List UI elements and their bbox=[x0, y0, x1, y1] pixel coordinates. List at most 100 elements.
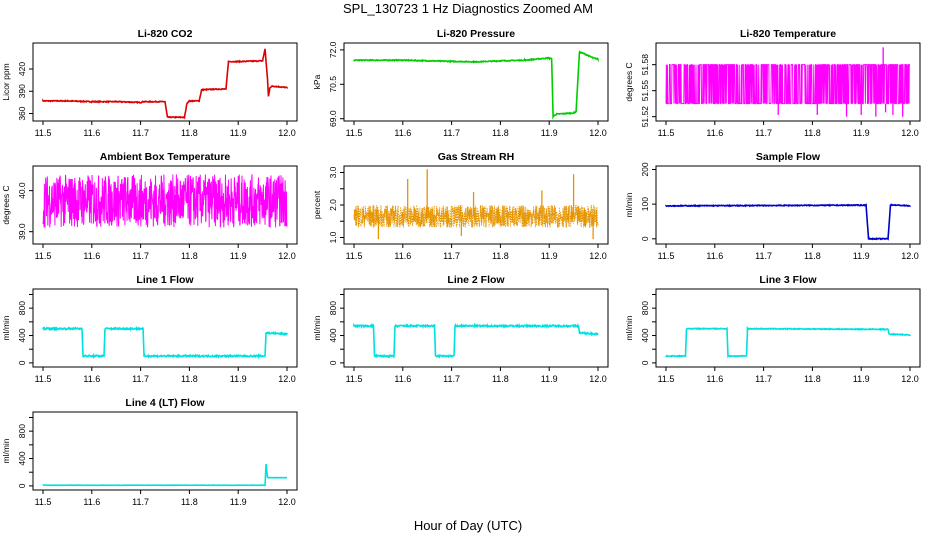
data-series-line bbox=[42, 174, 288, 228]
x-tick-label: 11.6 bbox=[394, 374, 411, 384]
x-tick-label: 12.0 bbox=[901, 251, 919, 261]
y-axis-label: ml/min bbox=[624, 315, 634, 340]
data-series-line bbox=[665, 203, 911, 241]
panel-title: Gas Stream RH bbox=[438, 151, 514, 163]
data-series-line bbox=[665, 64, 910, 105]
x-axis-caption: Hour of Day (UTC) bbox=[413, 518, 523, 533]
x-tick-label: 11.9 bbox=[541, 374, 558, 384]
chart-panel: Li-820 CO2 Licor ppm 360 390 420 11.5 11.6 11.7… bbox=[1, 28, 298, 138]
x-tick-label: 11.5 bbox=[346, 374, 363, 384]
x-tick-label: 11.5 bbox=[658, 374, 675, 384]
panel-title: Ambient Box Temperature bbox=[100, 151, 231, 163]
y-tick-label: 400 bbox=[17, 451, 27, 465]
x-tick-label: 11.6 bbox=[83, 374, 100, 384]
y-tick-label: 0 bbox=[17, 360, 27, 365]
y-tick-label: 390 bbox=[17, 84, 27, 98]
x-tick-label: 11.7 bbox=[443, 374, 460, 384]
y-tick-label: 0 bbox=[640, 360, 650, 365]
plot-area bbox=[42, 463, 288, 487]
x-tick-label: 11.8 bbox=[804, 251, 821, 261]
x-tick-label: 11.6 bbox=[706, 128, 723, 138]
x-tick-label: 11.8 bbox=[804, 128, 821, 138]
plot-frame bbox=[32, 288, 298, 368]
x-tick-label: 12.0 bbox=[278, 497, 296, 507]
y-axis-label: Licor ppm bbox=[1, 63, 11, 100]
x-tick-label: 11.9 bbox=[541, 128, 558, 138]
x-tick-label: 11.8 bbox=[181, 497, 198, 507]
x-tick-label: 11.5 bbox=[35, 251, 52, 261]
x-tick-label: 11.9 bbox=[230, 128, 247, 138]
y-tick-label: 72.0 bbox=[328, 41, 338, 58]
x-tick-label: 11.6 bbox=[83, 251, 100, 261]
x-tick-label: 11.7 bbox=[132, 374, 149, 384]
x-tick-label: 11.9 bbox=[853, 128, 870, 138]
plot-frame bbox=[343, 165, 609, 245]
y-tick-label: 420 bbox=[17, 62, 27, 76]
chart-panel: Line 4 (LT) Flow ml/min 0 400 800 11.5 11.6 11.… bbox=[1, 397, 298, 507]
x-tick-label: 11.7 bbox=[132, 497, 149, 507]
x-tick-label: 11.5 bbox=[658, 128, 675, 138]
x-tick-label: 12.0 bbox=[278, 374, 296, 384]
plot-frame bbox=[32, 42, 298, 122]
y-tick-label: 0 bbox=[328, 360, 338, 365]
x-tick-label: 11.8 bbox=[492, 374, 509, 384]
data-series-line bbox=[42, 463, 288, 487]
x-tick-label: 11.7 bbox=[755, 374, 772, 384]
x-tick-label: 12.0 bbox=[589, 374, 607, 384]
y-tick-label: 400 bbox=[328, 328, 338, 342]
plot-area bbox=[42, 48, 288, 120]
panel-title: Line 4 (LT) Flow bbox=[125, 397, 205, 409]
plot-area bbox=[665, 47, 910, 117]
y-tick-label: 0 bbox=[17, 483, 27, 488]
x-tick-label: 12.0 bbox=[901, 374, 919, 384]
y-axis-label: percent bbox=[312, 190, 322, 219]
y-axis-label: ml/min bbox=[1, 315, 11, 340]
x-tick-label: 11.9 bbox=[230, 251, 247, 261]
plot-frame bbox=[343, 42, 609, 122]
y-tick-label: 800 bbox=[17, 424, 27, 438]
y-tick-label: 200 bbox=[640, 162, 650, 176]
x-tick-label: 11.7 bbox=[132, 128, 149, 138]
x-tick-label: 11.6 bbox=[83, 128, 100, 138]
x-tick-label: 11.7 bbox=[443, 251, 460, 261]
y-tick-label: 51.58 bbox=[640, 54, 650, 76]
y-tick-label: 800 bbox=[17, 301, 27, 315]
plot-frame bbox=[655, 288, 921, 368]
y-tick-label: 39.0 bbox=[17, 223, 27, 240]
y-tick-label: 400 bbox=[640, 328, 650, 342]
x-tick-label: 11.9 bbox=[853, 374, 870, 384]
panel-title: Li-820 Temperature bbox=[740, 28, 836, 40]
x-tick-label: 11.5 bbox=[35, 374, 52, 384]
y-tick-label: 0 bbox=[640, 236, 650, 241]
panel-title: Line 3 Flow bbox=[759, 274, 817, 286]
x-tick-label: 11.5 bbox=[35, 497, 52, 507]
x-tick-label: 11.6 bbox=[394, 251, 411, 261]
chart-panel: Gas Stream RH percent 1.0 2.0 3.0 11.5 11.6 11.… bbox=[312, 151, 609, 261]
x-tick-label: 12.0 bbox=[589, 251, 607, 261]
y-tick-label: 69.0 bbox=[328, 110, 338, 127]
x-tick-label: 12.0 bbox=[589, 128, 607, 138]
x-tick-label: 11.5 bbox=[346, 128, 363, 138]
plot-area bbox=[665, 203, 911, 241]
plot-frame bbox=[32, 165, 298, 245]
x-tick-label: 11.6 bbox=[83, 497, 100, 507]
plot-area bbox=[353, 50, 599, 120]
y-tick-label: 40.0 bbox=[17, 182, 27, 199]
data-series-points bbox=[353, 204, 599, 229]
chart-panel: Sample Flow ml/min 0 100 200 11.5 11.6 11.7 11.8… bbox=[624, 151, 921, 261]
plot-area bbox=[353, 169, 599, 240]
figure-title: SPL_130723 1 Hz Diagnostics Zoomed AM bbox=[342, 1, 594, 16]
x-tick-label: 11.5 bbox=[35, 128, 52, 138]
y-tick-label: 51.55 bbox=[640, 80, 650, 102]
y-tick-label: 800 bbox=[328, 301, 338, 315]
plot-frame bbox=[343, 288, 609, 368]
y-tick-label: 51.52 bbox=[640, 106, 650, 128]
y-axis-label: kPa bbox=[312, 74, 322, 89]
y-tick-label: 3.0 bbox=[328, 166, 338, 178]
x-tick-label: 11.6 bbox=[706, 374, 723, 384]
plot-area bbox=[665, 325, 911, 359]
data-series-line bbox=[353, 50, 599, 120]
data-series-line bbox=[353, 322, 599, 359]
y-tick-label: 100 bbox=[640, 197, 650, 211]
x-tick-label: 11.7 bbox=[132, 251, 149, 261]
